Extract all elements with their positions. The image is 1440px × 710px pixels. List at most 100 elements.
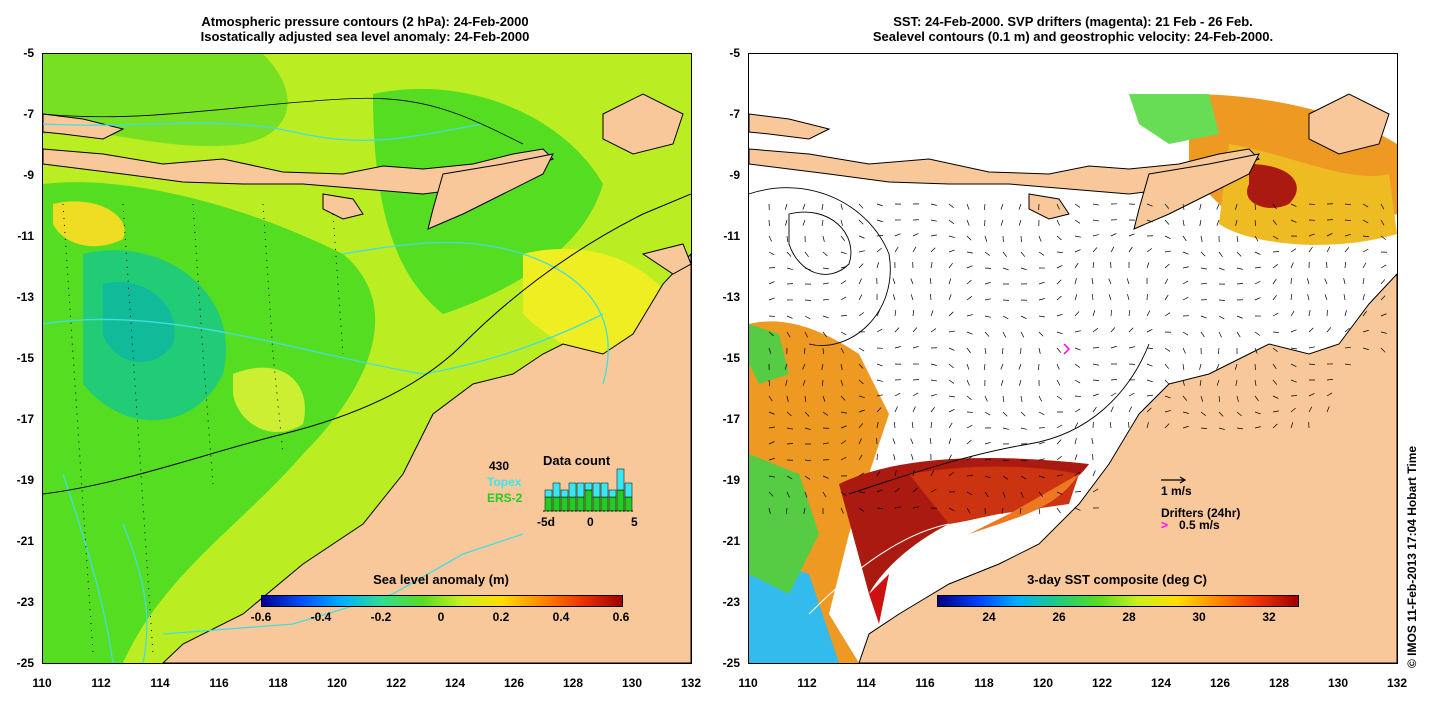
velocity-vector bbox=[1290, 248, 1297, 253]
velocity-vector bbox=[1290, 422, 1294, 429]
velocity-vector bbox=[930, 393, 937, 397]
right-lon-tick: 130 bbox=[1327, 676, 1349, 690]
velocity-vector bbox=[1128, 246, 1133, 253]
sst-colorbar-label: 3-day SST composite (deg C) bbox=[1027, 572, 1207, 587]
velocity-vector bbox=[822, 298, 829, 301]
data-count-inset: 430 Data count Topex ERS-2 -5d 0 5 bbox=[483, 449, 683, 539]
velocity-vector bbox=[1290, 219, 1297, 223]
velocity-vector bbox=[768, 347, 772, 354]
velocity-vector bbox=[785, 507, 788, 515]
velocity-vector bbox=[876, 407, 882, 413]
velocity-vector bbox=[1056, 363, 1060, 370]
velocity-vector bbox=[1254, 235, 1259, 242]
velocity-vector bbox=[768, 235, 772, 242]
velocity-vector bbox=[1038, 235, 1042, 242]
right-lon-tick: 132 bbox=[1386, 676, 1408, 690]
velocity-vector bbox=[1000, 219, 1004, 226]
velocity-vector bbox=[1380, 347, 1386, 353]
velocity-vector bbox=[948, 311, 954, 317]
velocity-vector bbox=[1038, 251, 1045, 256]
sla-tick: -0.6 bbox=[250, 610, 272, 624]
velocity-vector bbox=[1326, 327, 1332, 333]
velocity-vector bbox=[1074, 203, 1081, 208]
velocity-vector bbox=[1254, 219, 1257, 226]
velocity-vector bbox=[1020, 459, 1028, 461]
velocity-vector bbox=[1002, 395, 1005, 402]
right-lon-tick: 122 bbox=[1091, 676, 1113, 690]
velocity-vector bbox=[1290, 347, 1297, 350]
ers2-label: ERS-2 bbox=[487, 491, 523, 505]
velocity-vector bbox=[1146, 363, 1153, 367]
velocity-vector bbox=[1216, 379, 1220, 386]
velocity-vector bbox=[1182, 251, 1189, 255]
sea-level-anomaly-map bbox=[43, 54, 691, 663]
velocity-vector bbox=[876, 328, 883, 333]
velocity-vector bbox=[804, 427, 811, 430]
velocity-vector bbox=[804, 267, 811, 271]
topex-count-bar bbox=[616, 468, 625, 491]
sst-tick: 24 bbox=[982, 610, 996, 624]
velocity-vector bbox=[1001, 507, 1004, 514]
velocity-vector bbox=[1290, 329, 1297, 333]
velocity-vector bbox=[1216, 203, 1220, 210]
velocity-vector bbox=[1074, 330, 1081, 333]
velocity-vector bbox=[1056, 474, 1063, 477]
right-lon-tick: 116 bbox=[915, 676, 935, 690]
velocity-vector bbox=[858, 379, 864, 385]
velocity-vector bbox=[1164, 363, 1170, 369]
velocity-vector bbox=[1272, 363, 1277, 370]
velocity-vector bbox=[930, 421, 932, 429]
velocity-vector bbox=[930, 219, 937, 222]
left-lon-tick: 114 bbox=[150, 676, 170, 690]
velocity-vector bbox=[786, 475, 793, 480]
velocity-vector bbox=[1092, 406, 1097, 413]
velocity-vector bbox=[1074, 311, 1080, 317]
velocity-vector bbox=[1344, 261, 1346, 269]
velocity-vector bbox=[894, 310, 897, 317]
velocity-vector bbox=[948, 294, 952, 301]
velocity-vector bbox=[1200, 427, 1208, 429]
ers2-count-bar bbox=[608, 496, 617, 512]
ers2-count-bar bbox=[624, 496, 633, 512]
velocity-vector bbox=[1020, 315, 1027, 319]
velocity-vector bbox=[1182, 266, 1189, 269]
velocity-vector bbox=[930, 310, 934, 317]
velocity-vector bbox=[1164, 278, 1169, 285]
velocity-vector bbox=[768, 281, 775, 285]
velocity-vector bbox=[768, 395, 773, 402]
velocity-vector bbox=[1236, 411, 1242, 417]
velocity-vector bbox=[1110, 327, 1116, 333]
velocity-vector bbox=[1164, 294, 1169, 301]
velocity-vector bbox=[1272, 219, 1277, 226]
velocity-vector bbox=[1216, 363, 1220, 370]
right-lat-tick: -25 bbox=[722, 656, 740, 670]
velocity-vector bbox=[1127, 294, 1130, 301]
velocity-vector bbox=[1236, 331, 1241, 338]
velocity-vector bbox=[1182, 379, 1185, 386]
velocity-vector bbox=[876, 422, 879, 429]
velocity-vector bbox=[948, 454, 952, 461]
velocity-vector bbox=[768, 475, 775, 478]
right-lat-tick: -21 bbox=[722, 534, 740, 548]
ers2-count-bar bbox=[560, 496, 569, 512]
velocity-vector bbox=[1199, 379, 1202, 386]
velocity-vector bbox=[1074, 408, 1081, 413]
velocity-vector bbox=[1290, 310, 1295, 317]
velocity-vector bbox=[858, 472, 865, 477]
data-count-number: 430 bbox=[489, 459, 510, 473]
velocity-vector bbox=[912, 487, 918, 493]
velocity-vector bbox=[1038, 411, 1045, 416]
velocity-vector bbox=[1272, 312, 1279, 317]
velocity-vector bbox=[1018, 219, 1022, 226]
velocity-vector bbox=[804, 491, 808, 498]
velocity-vector bbox=[1146, 248, 1152, 253]
velocity-vector bbox=[1362, 347, 1369, 350]
velocity-vector bbox=[1380, 279, 1386, 285]
velocity-vector bbox=[966, 279, 972, 285]
sst-tick: 28 bbox=[1122, 610, 1136, 624]
velocity-vector bbox=[911, 454, 914, 461]
velocity-vector bbox=[768, 491, 774, 497]
velocity-vector bbox=[1343, 294, 1346, 301]
sst-tick: 32 bbox=[1262, 610, 1276, 624]
velocity-vector bbox=[948, 262, 953, 269]
